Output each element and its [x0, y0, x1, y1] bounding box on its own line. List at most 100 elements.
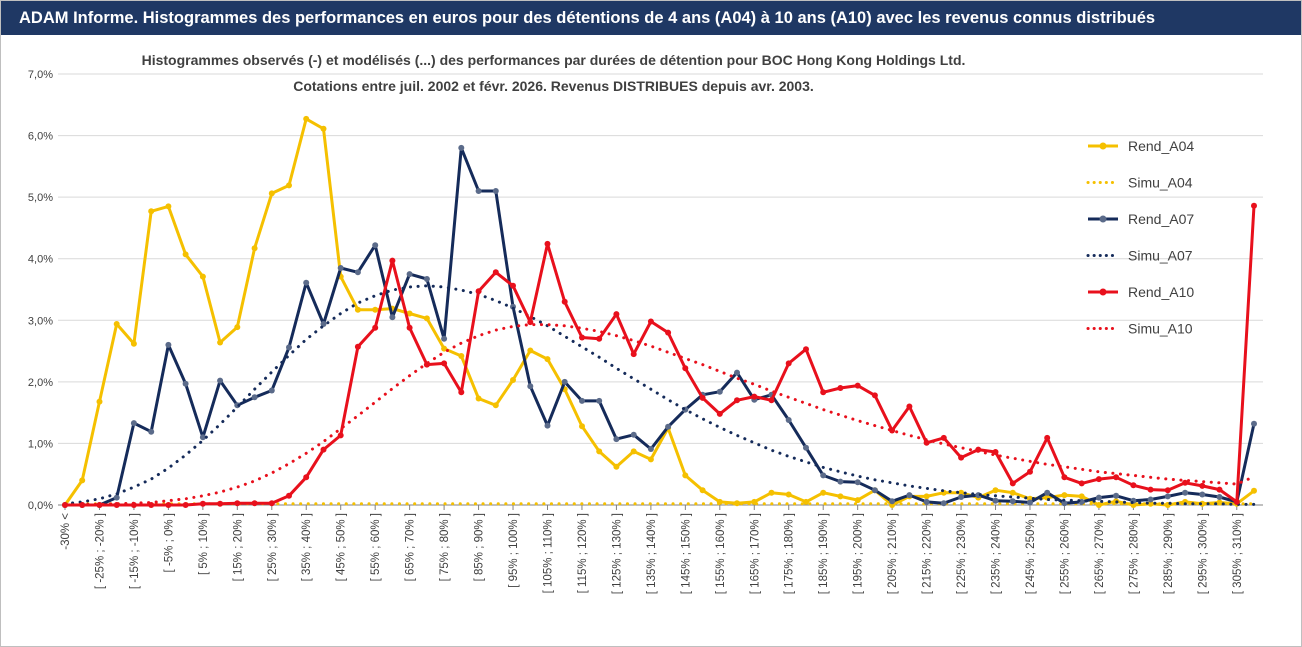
rend-a10-point [1095, 476, 1102, 483]
rend-a07-point [182, 380, 189, 387]
y-tick-label: 4,0% [28, 254, 53, 266]
rend-a07-point [889, 498, 896, 505]
rend-a07-point [579, 397, 585, 404]
rend-a10-point [940, 434, 947, 441]
rend-a07-point [286, 344, 292, 351]
rend-a07-point [561, 378, 568, 385]
x-tick-label: [ 5% ; 10% ] [198, 513, 210, 575]
rend-a07-point [475, 188, 482, 194]
rend-a10-point [992, 449, 999, 455]
rend-a04-point [286, 182, 292, 189]
rend-a10-point [251, 500, 258, 507]
rend-a10-point [1182, 479, 1189, 486]
legend-marker-rend-a10 [1099, 288, 1107, 296]
rend-a10-point [234, 500, 241, 507]
x-tick-label: [ 55% ; 60% ] [370, 513, 382, 581]
rend-a10-point [303, 474, 310, 481]
rend-a10-point [1027, 468, 1033, 475]
legend-label-rend-a04: Rend_A04 [1128, 138, 1194, 154]
rend-a10-point [458, 389, 465, 396]
rend-a07-point [665, 423, 672, 430]
grid-lines [58, 73, 1263, 510]
rend-a04-point [1199, 500, 1206, 507]
rend-a04-point [303, 115, 310, 122]
rend-a07-point [268, 387, 275, 394]
rend-a10-point [1061, 474, 1068, 481]
legend-label-rend-a10: Rend_A10 [1128, 284, 1194, 300]
x-tick-label: [ 145% ; 150% ] [680, 513, 692, 594]
rend-a10-point [699, 394, 706, 401]
rend-a07-point [320, 321, 327, 327]
rend-a07-point [1044, 489, 1051, 496]
y-tick-label: 2,0% [28, 377, 53, 389]
x-tick-label: [ 35% ; 40% ] [301, 513, 313, 581]
y-tick-label: 7,0% [28, 69, 53, 81]
rend-a10-point [372, 324, 379, 331]
rend-a04-point [803, 498, 809, 505]
x-tick-label: [ 305% ; 310% ] [1232, 513, 1244, 594]
rend-a10-point [647, 318, 654, 325]
rend-a04-point [734, 500, 740, 507]
rend-a07-point [165, 341, 172, 348]
rend-a04-point [475, 395, 482, 402]
rend-a04-point [406, 310, 413, 317]
rend-a04-point [1251, 487, 1257, 494]
rend-a07-point [148, 428, 155, 435]
rend-a07-point [630, 431, 637, 438]
rend-a10-point [854, 382, 861, 389]
rend-a10-point [268, 500, 275, 507]
rend-a04-point [992, 487, 999, 494]
rend-a07-point [906, 492, 913, 499]
rend-a10-point [906, 403, 913, 410]
rend-a04-point [441, 345, 448, 352]
rend-a07-point [251, 394, 258, 401]
rend-a04-point [510, 377, 516, 383]
x-tick-label: [ 125% ; 130% ] [611, 513, 623, 594]
rend-a07-point [613, 436, 620, 443]
rend-a04-point [199, 273, 206, 280]
y-axis-ticks: 0,0% 1,0% 2,0% 3,0% 4,0% 5,0% 6,0% 7,0% [28, 69, 53, 512]
x-axis-ticks: -30% < [ -25% ; -20% ] [ -15% ; -10% ] [ -5… [60, 513, 1244, 594]
x-tick-label: [ 95% ; 100% ] [508, 513, 520, 588]
performance-histogram-chart: 0,0% 1,0% 2,0% 3,0% 4,0% 5,0% 6,0% 7,0% -30% < [… [28, 69, 1263, 594]
rend-a04-point [682, 472, 689, 479]
y-tick-label: 5,0% [28, 192, 53, 204]
x-tick-label: [ -15% ; -10% ] [129, 513, 141, 589]
rend-a07-point [871, 487, 878, 494]
rend-a07-point [389, 314, 396, 321]
rend-a10-point [682, 365, 689, 372]
x-tick-label: -30% < [60, 513, 72, 550]
rend-a10-point [751, 393, 758, 400]
legend-label-rend-a07: Rend_A07 [1128, 211, 1194, 227]
rend-a10-point [1216, 486, 1223, 493]
y-tick-label: 1,0% [28, 438, 53, 450]
rend-a04-point [630, 448, 637, 455]
rend-a04-point [354, 306, 361, 313]
plot-area [62, 115, 1257, 508]
rend-a10-point [217, 500, 224, 507]
rend-a10-point [165, 502, 172, 508]
legend-label-simu-a07: Simu_A07 [1128, 248, 1193, 264]
x-tick-label: [ 155% ; 160% ] [715, 513, 727, 594]
rend-a04-point [113, 321, 120, 327]
x-tick-label: [ 255% ; 260% ] [1059, 513, 1071, 594]
rend-a10-point [579, 334, 585, 341]
rend-a10-point [96, 502, 103, 508]
rend-a04-point [820, 489, 827, 496]
chart-title: Histogrammes observés (-) et modélisés (… [141, 52, 966, 68]
rend-a07-point [423, 276, 430, 282]
rend-a10-point [665, 329, 672, 336]
rend-a04-point [768, 489, 775, 496]
rend-a04-point [492, 402, 499, 409]
rend-a04-point [130, 340, 137, 347]
x-tick-label: [ 15% ; 20% ] [232, 513, 244, 581]
rend-a10-point [561, 298, 568, 305]
rend-a04-point [958, 489, 965, 496]
rend-a07-point [854, 479, 861, 486]
y-tick-label: 3,0% [28, 315, 53, 327]
rend-a07-point [923, 498, 930, 505]
rend-a10-point [441, 360, 448, 367]
rend-a07-point [803, 444, 809, 451]
rend-a07-point [337, 265, 344, 271]
rend-a10-point [785, 360, 792, 367]
